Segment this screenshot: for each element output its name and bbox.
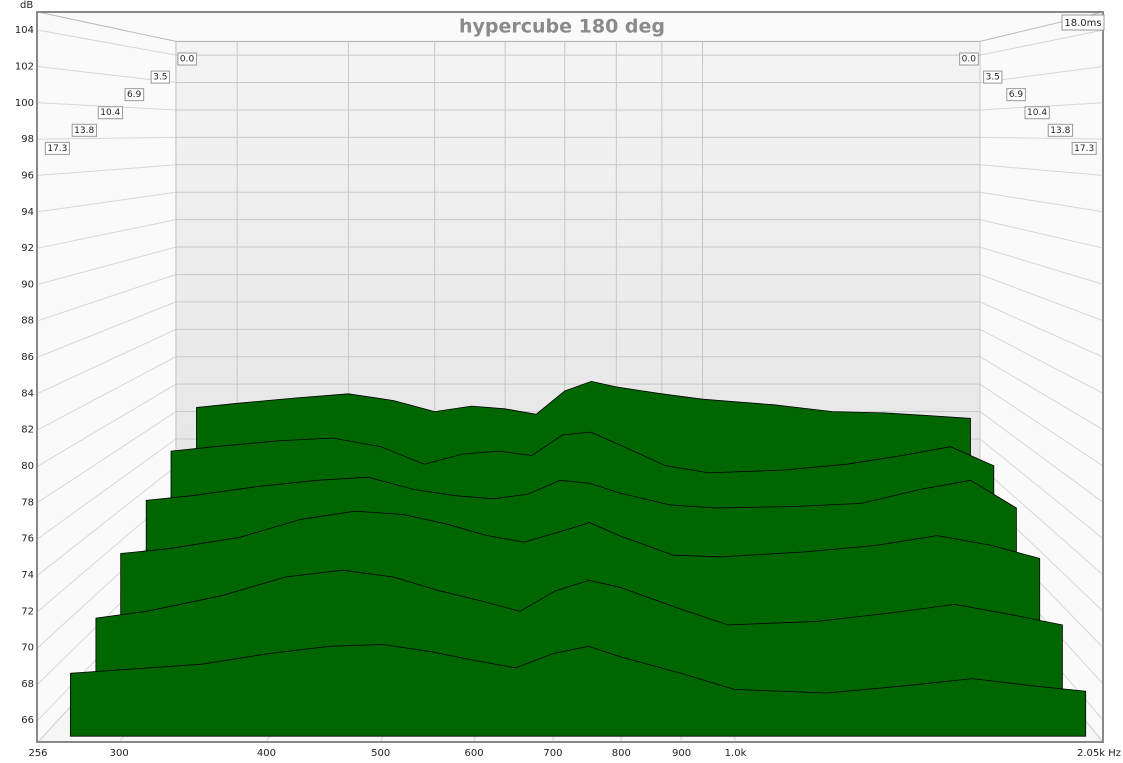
grid-line [979,301,1104,358]
grid-line [37,438,177,540]
y-tick-label: 72 [21,606,34,617]
y-tick-label: 94 [21,207,34,218]
plot-frame [36,11,1104,743]
z-tick-box [1006,88,1026,102]
z-tick-label: 17.3 [1074,144,1094,154]
x-tick-label: 700 [543,748,562,759]
y-tick-label: 98 [21,134,34,145]
y-tick-label: 86 [21,352,34,363]
chart-title: hypercube 180 deg [459,16,665,38]
grid-line [979,356,1104,431]
z-tick-label: 6.9 [1009,90,1024,100]
z-axis-label: 18.0ms [1064,18,1101,29]
grid-line [37,273,177,322]
slices [69,380,1087,737]
y-tick-label: 78 [21,497,34,508]
grid-line [37,356,177,431]
y-tick-label: 102 [15,61,34,72]
grid-line [37,466,177,576]
grid-line [979,29,1104,56]
grid-line [37,383,177,467]
z-tick-label: 17.3 [47,144,67,154]
grid-line [979,219,1104,249]
z-tick-box [71,123,97,137]
z-tick-label: 10.4 [100,108,120,118]
y-tick-label: 88 [21,316,34,327]
z-tick-box [1047,123,1074,137]
grid-line [37,136,176,140]
z-tick-label: 3.5 [986,73,1000,83]
y-tick-label: 104 [15,25,34,36]
y-tick-label: 70 [21,643,34,654]
grid-line [37,219,177,249]
z-tick-box [1071,141,1097,155]
z-tick-label: 0.0 [962,55,977,65]
x-tick-label: 900 [672,748,691,759]
z-tick-box [1024,106,1050,120]
grid-line [979,466,1104,576]
grid-line [979,191,1104,213]
y-tick-label: 74 [21,570,34,581]
y-tick-label: 100 [15,98,34,109]
z-tick-box [150,70,170,84]
grid-line [979,411,1104,503]
x-tick-label: 400 [257,748,276,759]
z-tick-box [44,141,70,155]
waterfall-slice [69,644,1087,737]
x-tick-label: 300 [110,748,129,759]
grid-line [37,301,177,358]
z-tick-label: 10.4 [1027,108,1047,118]
x-tick-label: 2.05k Hz [1077,748,1121,759]
grid-line [37,191,177,213]
z-tick-box [959,52,979,66]
y-tick-label: 92 [21,243,34,254]
grid-line [37,29,177,56]
grid-line [37,411,177,503]
y-tick-label: 80 [21,461,34,472]
z-label-box [1061,14,1105,31]
y-tick-label: 90 [21,279,34,290]
grid-line [37,246,177,285]
grid-line [979,438,1104,540]
x-tick-label: 500 [371,748,390,759]
grid-line [979,328,1104,394]
z-tick-label: 13.8 [1050,126,1070,136]
y-tick-label: 96 [21,170,34,181]
grid-line [37,164,176,176]
grid-line [37,328,177,394]
z-tick-box [124,88,145,102]
edge [37,11,177,42]
grid-line [979,383,1104,467]
grid-line [979,274,1104,322]
y-tick-label: 84 [21,388,34,399]
z-tick-label: 6.9 [127,90,142,100]
x-tick-label: 1.0k [725,748,747,759]
grid-line [979,164,1104,176]
z-tick-label: 13.8 [74,126,94,136]
y-tick-label: 76 [21,534,34,545]
x-tick-label: 600 [464,748,483,759]
y-axis-label: dB [20,0,33,11]
z-tick-box [983,70,1003,84]
y-tick-label: 66 [21,715,34,726]
y-tick-label: 82 [21,425,34,436]
z-tick-box [177,52,198,66]
x-tick-label: 256 [28,748,47,759]
z-tick-label: 0.0 [180,55,195,65]
grid-line [979,246,1104,285]
z-tick-box [97,106,124,120]
z-tick-label: 3.5 [153,73,167,83]
x-tick-label: 800 [612,748,631,759]
y-tick-label: 68 [21,679,34,690]
grid-line [980,136,1104,140]
